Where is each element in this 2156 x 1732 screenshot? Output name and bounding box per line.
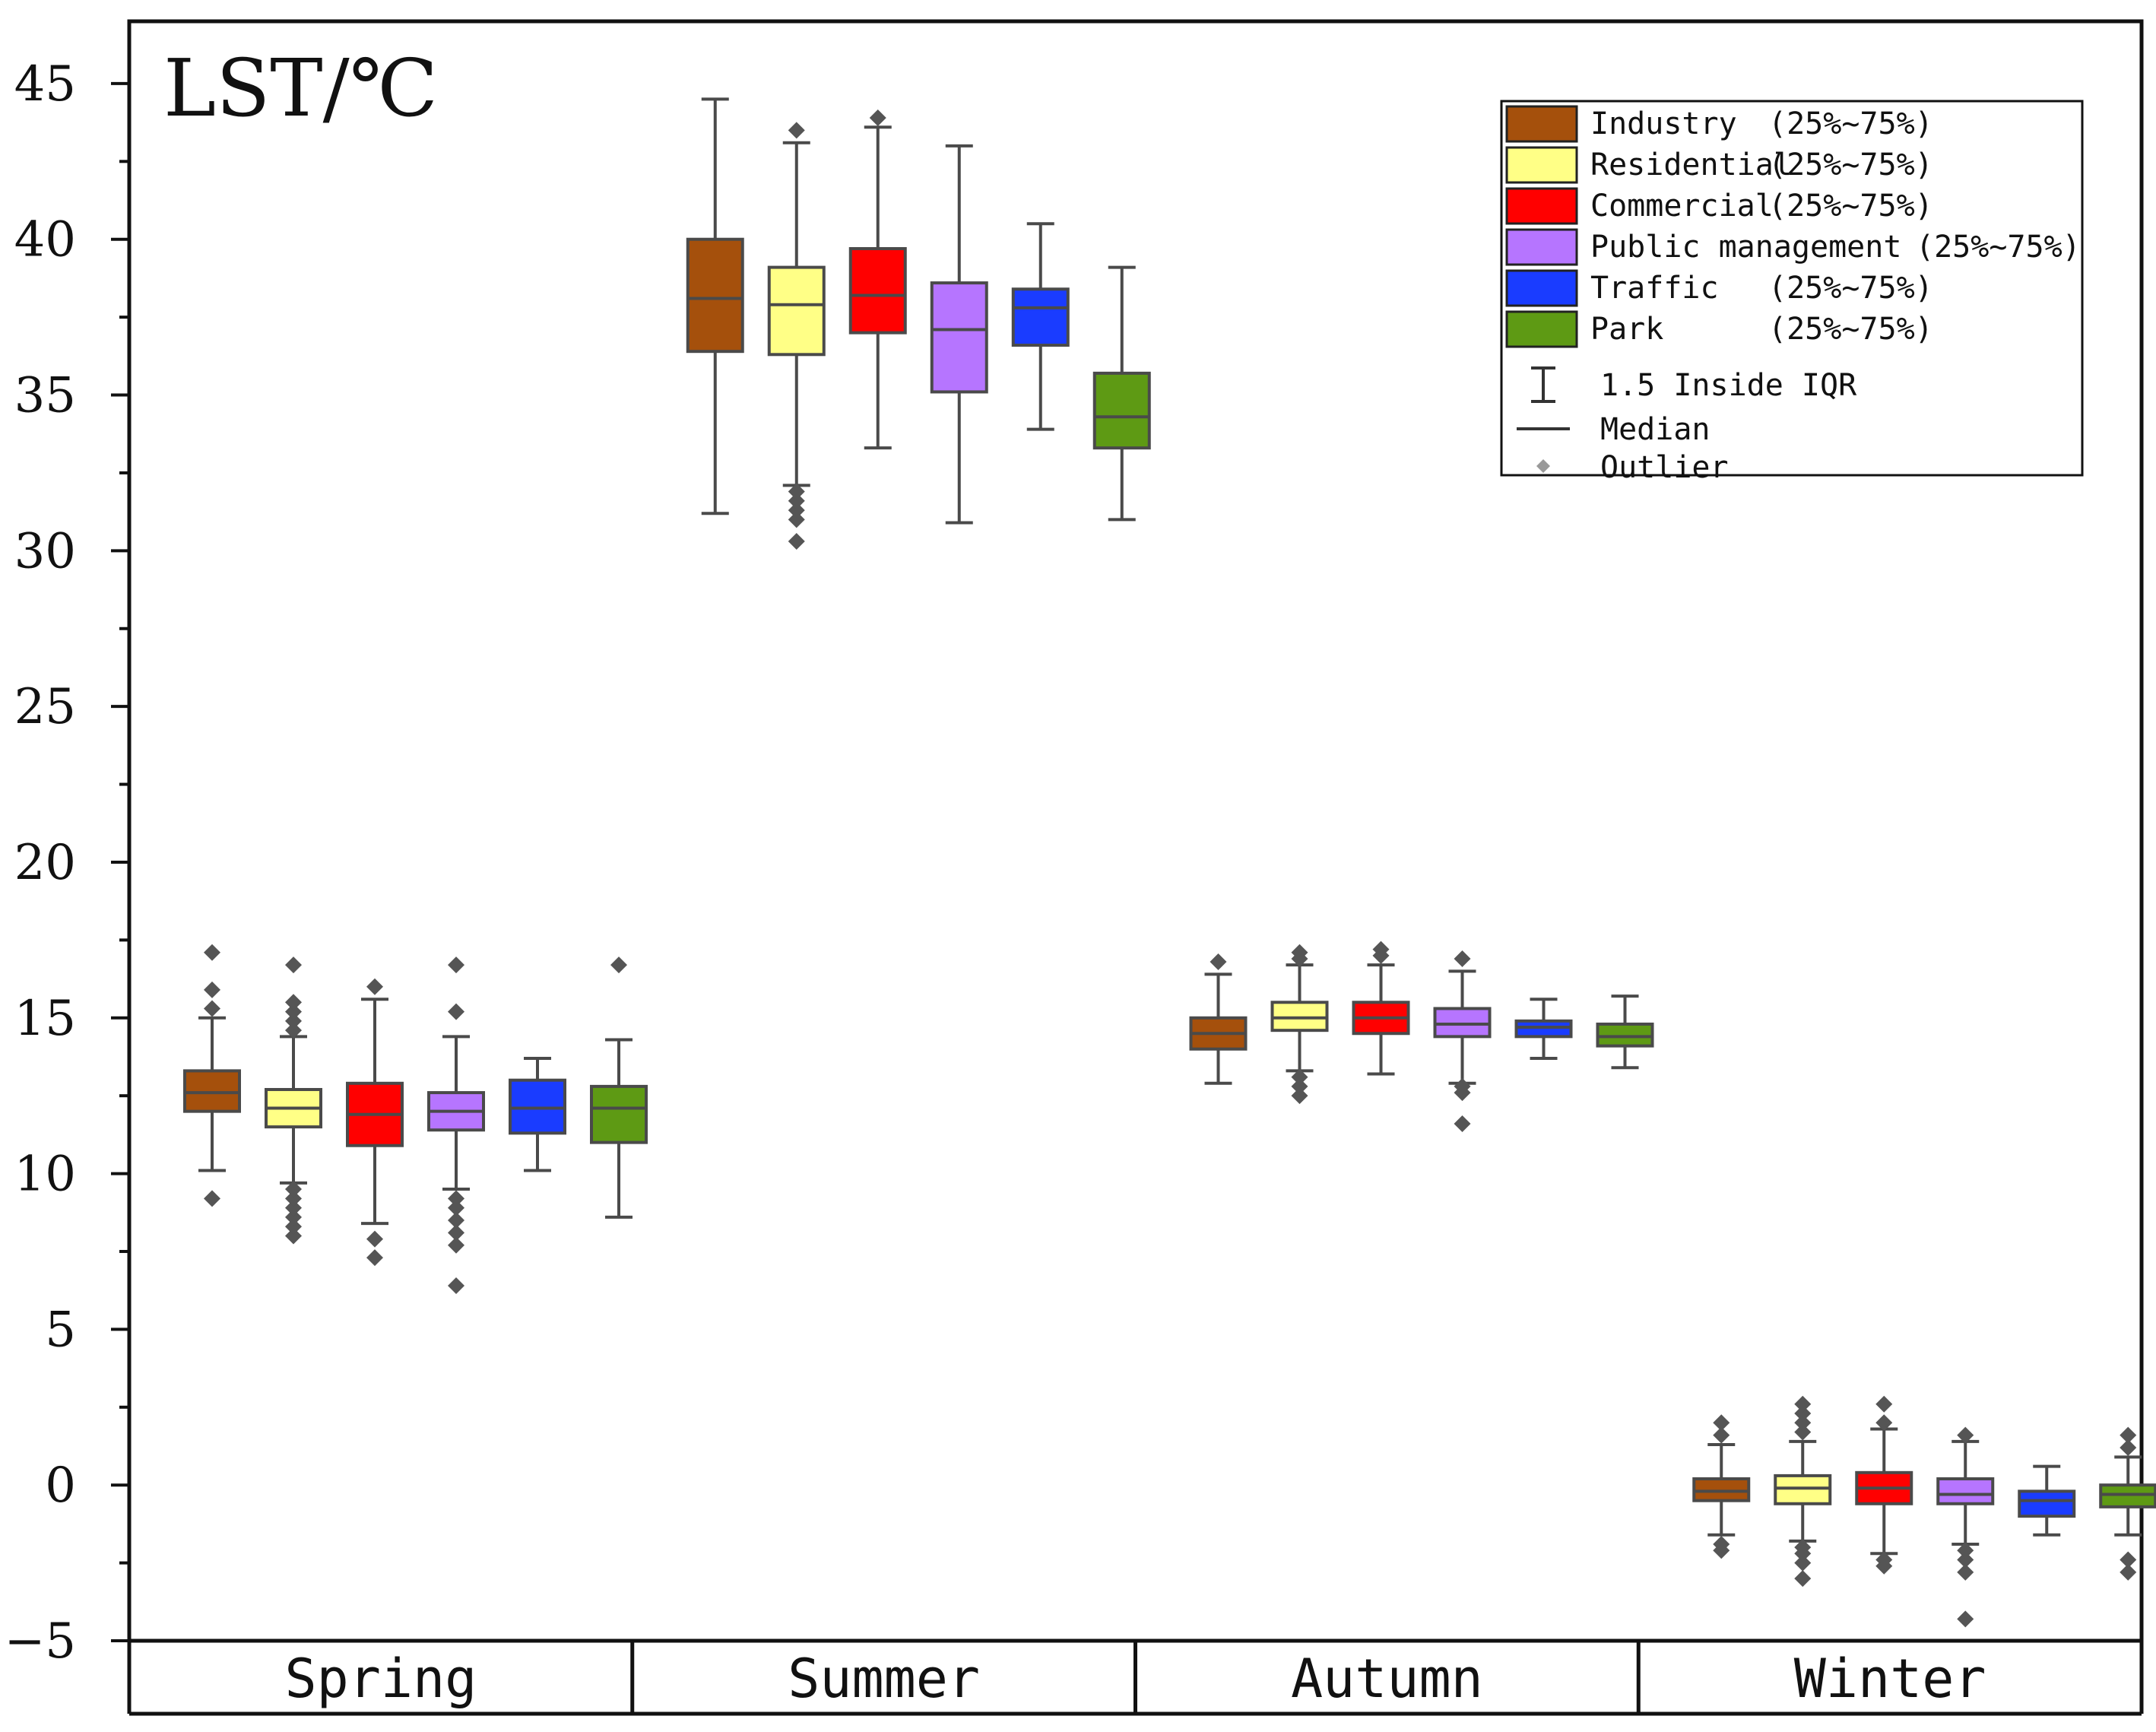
outlier-point [366,1231,383,1248]
y-tick-label: 0 [45,1458,76,1514]
box-iqr [1598,1024,1653,1046]
outlier-point [366,979,383,995]
legend-series-label: Commercial [1590,189,1774,224]
y-tick-label: −5 [5,1613,76,1670]
y-axis-title: LST/℃ [163,42,438,135]
category-label: Summer [788,1648,980,1710]
box-iqr [1775,1476,1830,1504]
outlier-point [1210,953,1227,970]
outlier-point [366,1249,383,1266]
outlier-point [285,956,302,973]
legend-range-label: (25%~75%) [1768,271,1933,306]
outlier-point [1454,950,1471,967]
legend-swatch [1507,148,1577,182]
legend-median-label: Median [1600,412,1711,447]
outlier-point [788,122,805,138]
outlier-point [1713,1414,1730,1431]
legend-series-label: Traffic [1590,271,1719,306]
outlier-point [448,956,464,973]
category-label: Winter [1794,1648,1986,1710]
lst-box-chart: LST/℃ −5 0 5 10 15 20 25 30 35 40 45 Spring Summer A… [0,0,2156,1732]
legend-range-label: (25%~75%) [1768,312,1933,347]
legend-range-label: (25%~75%) [1768,106,1933,141]
box-iqr [851,249,905,333]
legend-series-label: Public management [1590,230,1901,265]
outlier-point [448,1277,464,1294]
box-iqr [1013,289,1068,345]
box-iqr [1273,1002,1327,1030]
outlier-point [1957,1610,1974,1627]
outlier-point [448,1190,464,1207]
box-iqr [769,268,824,355]
y-tick-label: 45 [14,56,76,113]
outlier-point [870,109,886,126]
outlier-point [1794,1396,1811,1413]
outlier-point [1794,1570,1811,1587]
outlier-point [2120,1427,2136,1444]
legend-outlier-label: Outlier [1600,450,1729,485]
box-iqr [2019,1491,2074,1516]
y-tick-label: 20 [14,835,76,891]
outlier-point [285,994,302,1010]
box-iqr [2101,1485,2155,1507]
legend-series-label: Residential [1590,148,1792,182]
outlier-point [788,533,805,550]
outlier-point [1454,1115,1471,1132]
legend-swatch [1507,271,1577,306]
box-iqr [591,1086,646,1143]
y-tick-label: 15 [14,991,76,1047]
y-tick-label: 25 [14,679,76,735]
box-iqr [688,239,743,351]
box-iqr [932,283,987,392]
y-tick-label: 10 [14,1147,76,1203]
legend-range-label: (25%~75%) [1768,189,1933,224]
outlier-point [204,982,220,998]
category-label: Autumn [1291,1648,1483,1710]
box-iqr [1095,373,1149,448]
legend-swatch [1507,106,1577,141]
outlier-point [1875,1396,1892,1413]
outlier-point [204,1000,220,1017]
legend-swatch [1507,189,1577,224]
legend-series-label: Industry [1590,106,1737,141]
outlier-point [448,1004,464,1020]
box-iqr [1938,1479,1993,1504]
y-tick-label: 5 [45,1302,76,1358]
box-iqr [1517,1021,1571,1036]
outlier-point [204,944,220,961]
outlier-point [204,1190,220,1207]
box-iqr [1435,1008,1490,1036]
legend-whisker-label: 1.5 Inside IQR [1600,368,1857,403]
y-tick-label: 30 [14,523,76,579]
box-iqr [1694,1479,1749,1501]
y-tick-label: 40 [14,212,76,268]
category-label: Spring [284,1648,477,1710]
outlier-point [610,956,627,973]
legend-range-label: (25%~75%) [1768,148,1933,182]
category-axis: Spring Summer Autumn Winter [284,1641,1986,1714]
legend-swatch [1507,230,1577,265]
box-iqr [185,1071,239,1111]
y-axis: −5 0 5 10 15 20 25 30 35 40 45 [5,56,129,1670]
legend: Industry (25%~75%)Residential(25%~75%)Com… [1501,101,2082,485]
outlier-point [2120,1552,2136,1569]
legend-series-label: Park [1590,312,1663,347]
box-iqr [510,1080,565,1134]
y-tick-label: 35 [14,368,76,424]
legend-swatch [1507,312,1577,347]
legend-range-label: (25%~75%) [1916,230,2081,265]
